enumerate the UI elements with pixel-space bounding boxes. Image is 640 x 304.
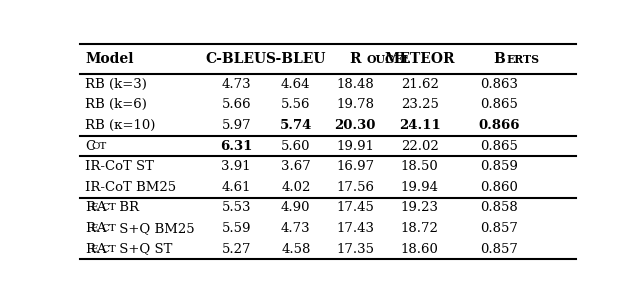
Text: 0.857: 0.857	[480, 243, 518, 256]
Text: 0.860: 0.860	[480, 181, 518, 194]
Text: 4.73: 4.73	[221, 78, 251, 91]
Text: 0.859: 0.859	[480, 160, 518, 173]
Text: 0.865: 0.865	[480, 98, 518, 111]
Text: 4.02: 4.02	[281, 181, 310, 194]
Text: OUGEL: OUGEL	[366, 54, 410, 65]
Text: A: A	[96, 201, 106, 214]
Text: R: R	[85, 222, 95, 235]
Text: 18.50: 18.50	[401, 160, 438, 173]
Text: 5.60: 5.60	[281, 140, 310, 153]
Text: B: B	[493, 52, 505, 66]
Text: 17.43: 17.43	[336, 222, 374, 235]
Text: C: C	[85, 140, 95, 153]
Text: 24.11: 24.11	[399, 119, 440, 132]
Text: 5.53: 5.53	[221, 201, 251, 214]
Text: BR: BR	[115, 201, 139, 214]
Text: 5.74: 5.74	[280, 119, 312, 132]
Text: METEOR: METEOR	[385, 52, 455, 66]
Text: 0.865: 0.865	[480, 140, 518, 153]
Text: 19.23: 19.23	[401, 201, 439, 214]
Text: 17.45: 17.45	[337, 201, 374, 214]
Text: R: R	[85, 201, 95, 214]
Text: R: R	[85, 243, 95, 256]
Text: 4.64: 4.64	[281, 78, 310, 91]
Text: 20.30: 20.30	[335, 119, 376, 132]
Text: 0.863: 0.863	[480, 78, 518, 91]
Text: CT: CT	[102, 244, 116, 254]
Text: 19.78: 19.78	[336, 98, 374, 111]
Text: 0.858: 0.858	[480, 201, 518, 214]
Text: 5.27: 5.27	[221, 243, 251, 256]
Text: 18.60: 18.60	[401, 243, 438, 256]
Text: C-BLEU: C-BLEU	[205, 52, 267, 66]
Text: E: E	[90, 224, 98, 233]
Text: 3.91: 3.91	[221, 160, 251, 173]
Text: S+Q BM25: S+Q BM25	[115, 222, 195, 235]
Text: S-BLEU: S-BLEU	[266, 52, 326, 66]
Text: Model: Model	[85, 52, 134, 66]
Text: 22.02: 22.02	[401, 140, 438, 153]
Text: 0.857: 0.857	[480, 222, 518, 235]
Text: CT: CT	[102, 224, 116, 233]
Text: CT: CT	[102, 203, 116, 212]
Text: 16.97: 16.97	[336, 160, 374, 173]
Text: 3.67: 3.67	[281, 160, 310, 173]
Text: 4.58: 4.58	[281, 243, 310, 256]
Text: R: R	[349, 52, 361, 66]
Text: 5.97: 5.97	[221, 119, 251, 132]
Text: 0.866: 0.866	[478, 119, 520, 132]
Text: 5.56: 5.56	[281, 98, 310, 111]
Text: IR-CoT BM25: IR-CoT BM25	[85, 181, 176, 194]
Text: S+Q ST: S+Q ST	[115, 243, 172, 256]
Text: 23.25: 23.25	[401, 98, 438, 111]
Text: A: A	[96, 222, 106, 235]
Text: 6.31: 6.31	[220, 140, 252, 153]
Text: 4.73: 4.73	[281, 222, 310, 235]
Text: A: A	[96, 243, 106, 256]
Text: 21.62: 21.62	[401, 78, 438, 91]
Text: 4.61: 4.61	[221, 181, 251, 194]
Text: 19.91: 19.91	[336, 140, 374, 153]
Text: RB (κ=10): RB (κ=10)	[85, 119, 156, 132]
Text: 19.94: 19.94	[401, 181, 439, 194]
Text: 4.90: 4.90	[281, 201, 310, 214]
Text: IR-CoT ST: IR-CoT ST	[85, 160, 154, 173]
Text: 5.66: 5.66	[221, 98, 251, 111]
Text: 5.59: 5.59	[221, 222, 251, 235]
Text: 17.35: 17.35	[336, 243, 374, 256]
Text: OT: OT	[92, 142, 107, 150]
Text: E: E	[90, 244, 98, 254]
Text: 18.48: 18.48	[337, 78, 374, 91]
Text: ERTS: ERTS	[506, 54, 539, 65]
Text: E: E	[90, 203, 98, 212]
Text: RB (k=6): RB (k=6)	[85, 98, 147, 111]
Text: RB (k=3): RB (k=3)	[85, 78, 147, 91]
Text: 17.56: 17.56	[336, 181, 374, 194]
Text: 18.72: 18.72	[401, 222, 438, 235]
